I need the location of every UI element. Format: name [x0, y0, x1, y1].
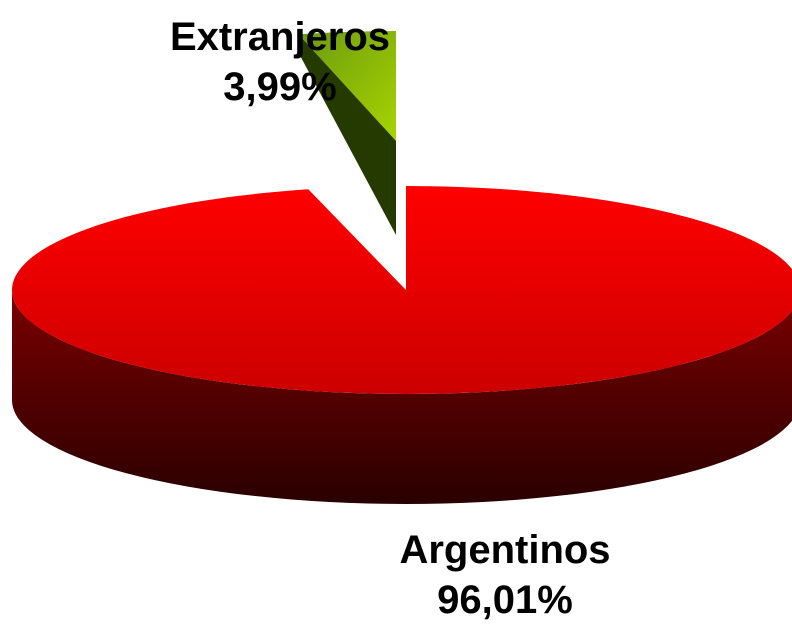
slice-name-argentinos: Argentinos [399, 528, 611, 572]
slice-argentinos-side [12, 290, 792, 504]
slice-extranjeros [298, 31, 396, 141]
slice-argentinos [12, 186, 792, 394]
slice-value-argentinos: 96,01% [437, 578, 573, 622]
slice-label-extranjeros: Extranjeros 3,99% [140, 12, 420, 112]
slice-label-argentinos: Argentinos 96,01% [355, 525, 655, 625]
slice-name-extranjeros: Extranjeros [169, 15, 391, 59]
slice-extranjeros-side [298, 34, 396, 235]
slice-value-extranjeros: 3,99% [223, 65, 337, 109]
